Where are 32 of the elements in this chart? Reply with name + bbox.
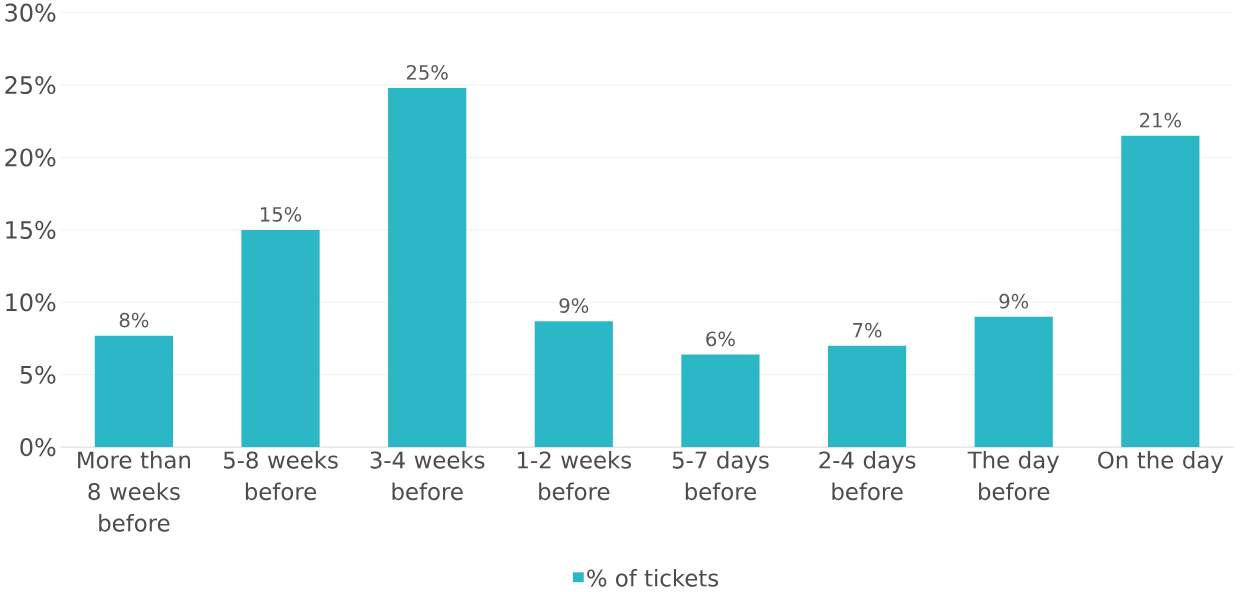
y-tick-label: 20% xyxy=(5,148,56,167)
bar xyxy=(827,345,907,447)
bar xyxy=(974,316,1053,447)
bar xyxy=(681,354,760,447)
x-tick-label: 5-7 days before xyxy=(672,450,769,500)
x-tick-label: On the day xyxy=(1098,450,1224,473)
x-tick-label: 3-4 weeks before xyxy=(370,450,485,500)
data-label: 9% xyxy=(559,298,589,313)
y-tick-label: 5% xyxy=(20,365,56,384)
x-tick-label: More than 8 weeks before xyxy=(78,450,190,532)
legend-label: % of tickets xyxy=(587,568,719,587)
y-tick-label: 10% xyxy=(6,293,56,312)
y-tick-label: 25% xyxy=(5,75,56,94)
x-tick-label: 1-2 weeks before xyxy=(517,450,631,500)
bar xyxy=(241,229,320,447)
data-label: 9% xyxy=(999,293,1029,309)
bar xyxy=(388,87,467,447)
data-label: 25% xyxy=(406,64,448,80)
bar xyxy=(1121,135,1200,447)
data-label: 8% xyxy=(119,312,149,328)
bar xyxy=(94,335,173,447)
y-tick-label: 30% xyxy=(5,3,56,22)
x-tick-label: 2-4 days before xyxy=(819,450,916,500)
y-tick-label: 0% xyxy=(20,437,56,457)
data-label: 7% xyxy=(853,322,882,338)
data-label: 15% xyxy=(260,206,302,222)
data-label: 21% xyxy=(1140,112,1181,128)
bar xyxy=(534,320,613,447)
data-label: 6% xyxy=(706,331,735,347)
y-tick-label: 15% xyxy=(6,220,56,239)
x-tick-label: The day before xyxy=(967,450,1060,500)
x-tick-label: 5-8 weeks before xyxy=(223,450,338,500)
